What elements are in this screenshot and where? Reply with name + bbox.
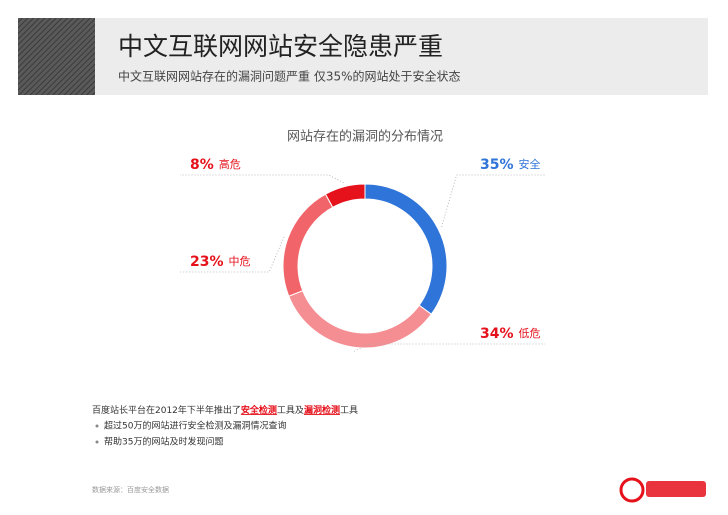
slice-label: 8% 高危 [190,157,241,173]
note-lead: 百度站长平台在2012年下半年推出了安全检测工具及漏洞检测工具 [92,404,358,416]
donut-slice [282,193,334,297]
slice-value: 35% [480,157,514,173]
source: 数据来源：百度安全数据 [92,485,169,494]
leader-line [180,174,344,184]
slice-label: 34% 低危 [480,326,541,342]
note-part: 工具及 [277,405,304,416]
donut-slice [324,183,366,208]
header-band [18,18,708,95]
logo [619,477,706,503]
slice-label: 23% 中危 [190,254,251,270]
bullet-dot [95,424,99,428]
bullet-dot [95,440,99,444]
leader-line [180,236,285,273]
donut-slice [288,290,433,349]
subtitle: 中文互联网网站存在的漏洞问题严重 仅35%的网站处于安全状态 [118,69,461,84]
bullet: 帮助35万的网站及时发现问题 [104,436,223,448]
note-part: 百度站长平台在2012年下半年推出了 [92,404,241,416]
note-part: 工具 [340,405,358,416]
header-square [18,18,95,95]
slice-value: 34% [480,326,514,342]
slice-category: 中危 [229,255,251,268]
note-part: 安全检测 [241,404,277,416]
leader-line [441,174,545,228]
slice-category: 低危 [519,327,541,340]
slice-category: 安全 [519,157,541,171]
donut: 35% 安全 34% 低危 23% 中危 8% 高危 [180,157,545,352]
bullet: 超过50万的网站进行安全检测及漏洞情况查询 [104,420,286,432]
slice-value: 23% [190,254,224,270]
chart-title: 网站存在的漏洞的分布情况 [287,129,443,145]
note-part: 漏洞检测 [304,404,340,416]
donut-slice [364,183,448,315]
slice-value: 8% [190,157,214,173]
slice-category: 高危 [219,157,241,171]
title: 中文互联网网站安全隐患严重 [118,32,443,61]
slice-label: 35% 安全 [480,157,541,173]
